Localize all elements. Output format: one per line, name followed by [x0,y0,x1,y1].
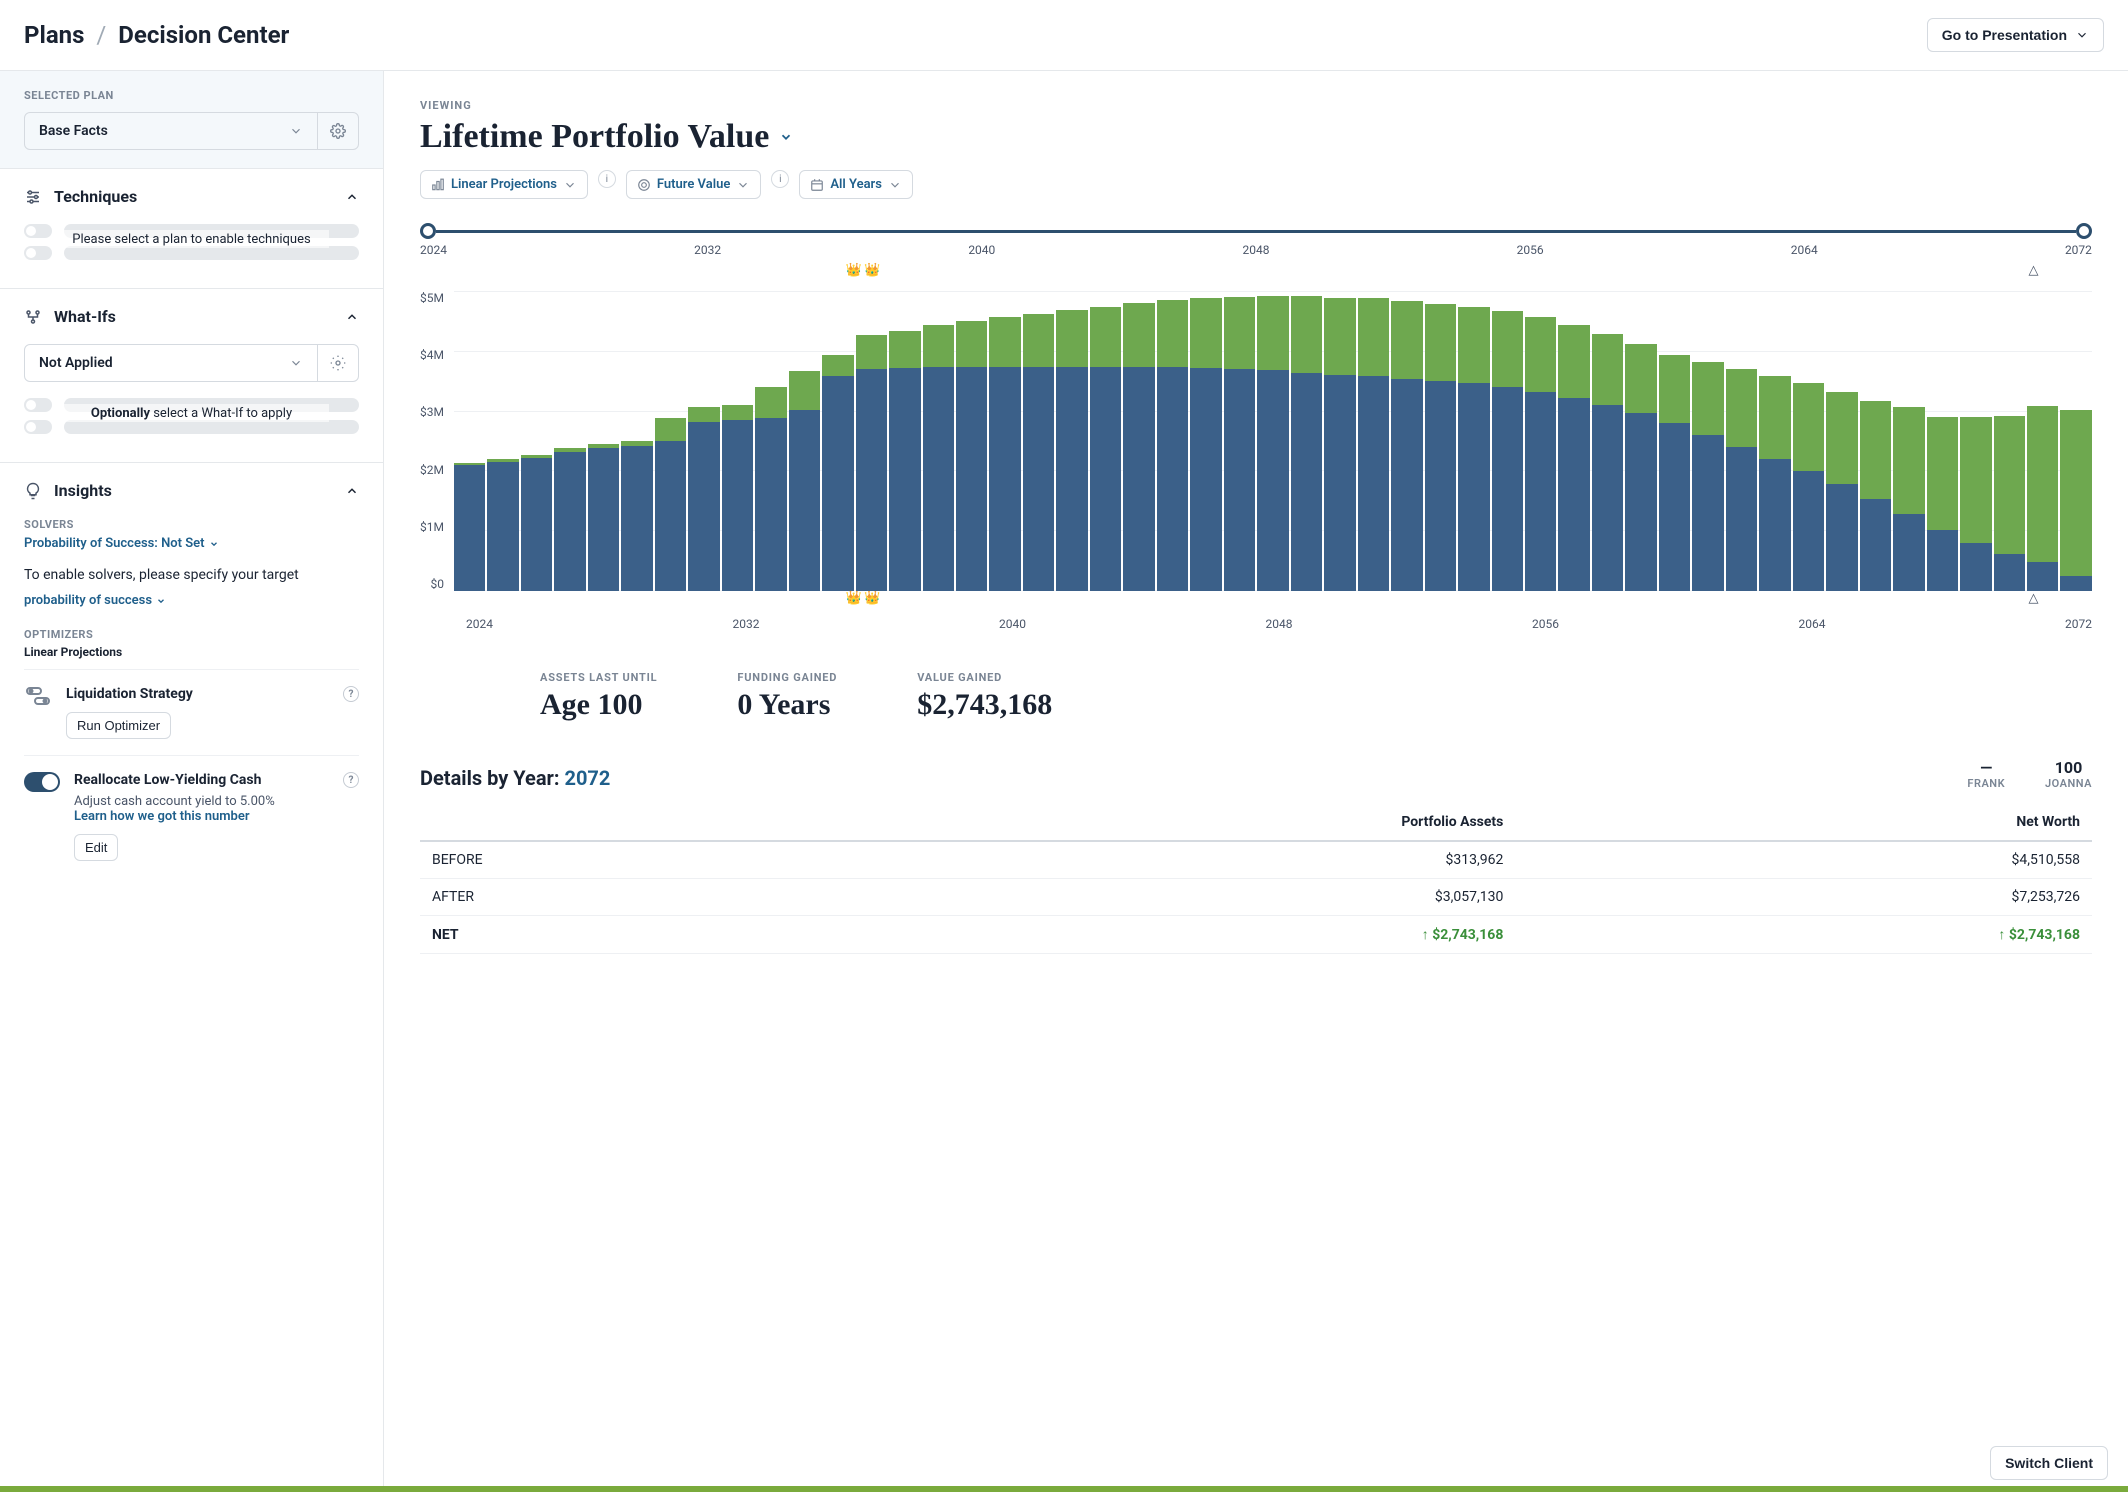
content: VIEWING Lifetime Portfolio Value Linear … [384,71,2128,1492]
switch-client-button[interactable]: Switch Client [1990,1446,2108,1480]
timeline-handle-start[interactable] [420,223,436,239]
sidebar: SELECTED PLAN Base Facts [0,71,384,1492]
chevron-down-icon [209,539,219,549]
help-icon[interactable]: ? [343,772,359,788]
techniques-title: Techniques [54,187,137,206]
plan-settings-button[interactable] [317,113,358,149]
edit-button[interactable]: Edit [74,834,118,861]
chevron-down-icon [888,178,902,192]
details-table: Portfolio AssetsNet Worth BEFORE$313,962… [420,804,2092,954]
selected-plan-label: SELECTED PLAN [24,89,359,102]
solvers-note: To enable solvers, please specify your t… [24,565,359,586]
sliders-icon [24,188,42,206]
projections-filter[interactable]: Linear Projections [420,170,588,199]
chevron-down-icon [779,130,793,144]
reallocate-learn-link[interactable]: Learn how we got this number [74,809,359,824]
y-axis: $5M$4M$3M$2M$1M$0 [420,291,454,591]
chevron-up-icon [345,310,359,324]
whatif-select[interactable]: Not Applied [24,344,359,382]
help-icon[interactable]: ? [343,686,359,702]
solvers-value-link[interactable]: Probability of Success: Not Set [24,536,219,551]
breadcrumb-sep: / [96,21,106,49]
years-filter[interactable]: All Years [799,170,913,199]
chevron-up-icon [345,484,359,498]
future-value-filter[interactable]: Future Value [626,170,761,199]
info-icon[interactable]: i [598,170,616,188]
whatifs-title: What-Ifs [54,307,116,326]
metric-funding: FUNDING GAINED 0 Years [737,671,837,722]
whatifs-hint: Optionally select a What-If to apply [91,406,292,421]
insights-title: Insights [54,481,112,500]
portfolio-chart [454,291,2092,591]
whatif-select-value: Not Applied [39,355,113,371]
plan-select-value: Base Facts [39,123,108,139]
metric-value-gained: VALUE GAINED $2,743,168 [917,671,1052,722]
reallocate-toggle[interactable] [24,772,60,792]
plan-select[interactable]: Base Facts [24,112,359,150]
timeline-handle-end[interactable] [2076,223,2092,239]
target-icon [637,178,651,192]
chevron-down-icon [156,596,166,606]
chevron-down-icon [289,124,303,138]
timeline-slider[interactable] [420,223,2092,239]
go-to-presentation-button[interactable]: Go to Presentation [1927,18,2104,52]
branch-icon [24,308,42,326]
topbar: Plans / Decision Center Go to Presentati… [0,0,2128,71]
chevron-down-icon [289,356,303,370]
gear-icon [330,123,346,139]
bottom-accent-bar [0,1486,2128,1492]
liquidation-icon [24,686,52,706]
x-axis: 2024203220402048205620642072 [420,617,2092,631]
probability-link[interactable]: probability of success [24,593,166,608]
chart-markers: 👑👑△ [420,591,2092,609]
run-optimizer-button[interactable]: Run Optimizer [66,712,171,739]
whatifs-header[interactable]: What-Ifs [0,289,383,344]
breadcrumb-parent[interactable]: Plans [24,21,84,49]
reallocate-desc: Adjust cash account yield to 5.00% [74,794,359,809]
chevron-down-icon [563,178,577,192]
liquidation-title: Liquidation Strategy [66,686,193,702]
chevron-down-icon [736,178,750,192]
gear-icon [330,355,346,371]
metric-assets: ASSETS LAST UNTIL Age 100 [540,671,657,722]
page-title[interactable]: Lifetime Portfolio Value [420,118,2092,156]
info-icon[interactable]: i [771,170,789,188]
timeline-labels: 2024203220402048205620642072 [420,243,2092,257]
lightbulb-icon [24,482,42,500]
go-to-presentation-label: Go to Presentation [1942,27,2067,43]
timeline-markers: 👑👑△ [420,263,2092,281]
bar-chart-icon [431,178,445,192]
chevron-down-icon [2075,28,2089,42]
viewing-label: VIEWING [420,99,2092,112]
ages: —FRANK100JOANNA [1967,758,2092,790]
solvers-label: SOLVERS [24,518,359,531]
optimizers-sub: Linear Projections [24,645,359,659]
calendar-icon [810,178,824,192]
reallocate-title: Reallocate Low-Yielding Cash [74,772,261,788]
details-title: Details by Year: 2072 [420,766,610,790]
breadcrumb: Plans / Decision Center [24,21,289,49]
techniques-hint: Please select a plan to enable technique… [72,232,310,247]
insights-header[interactable]: Insights [0,463,383,518]
optimizers-label: OPTIMIZERS [24,628,359,641]
techniques-header[interactable]: Techniques [0,169,383,224]
breadcrumb-current: Decision Center [118,21,289,49]
whatif-settings-button[interactable] [317,345,358,381]
chevron-up-icon [345,190,359,204]
